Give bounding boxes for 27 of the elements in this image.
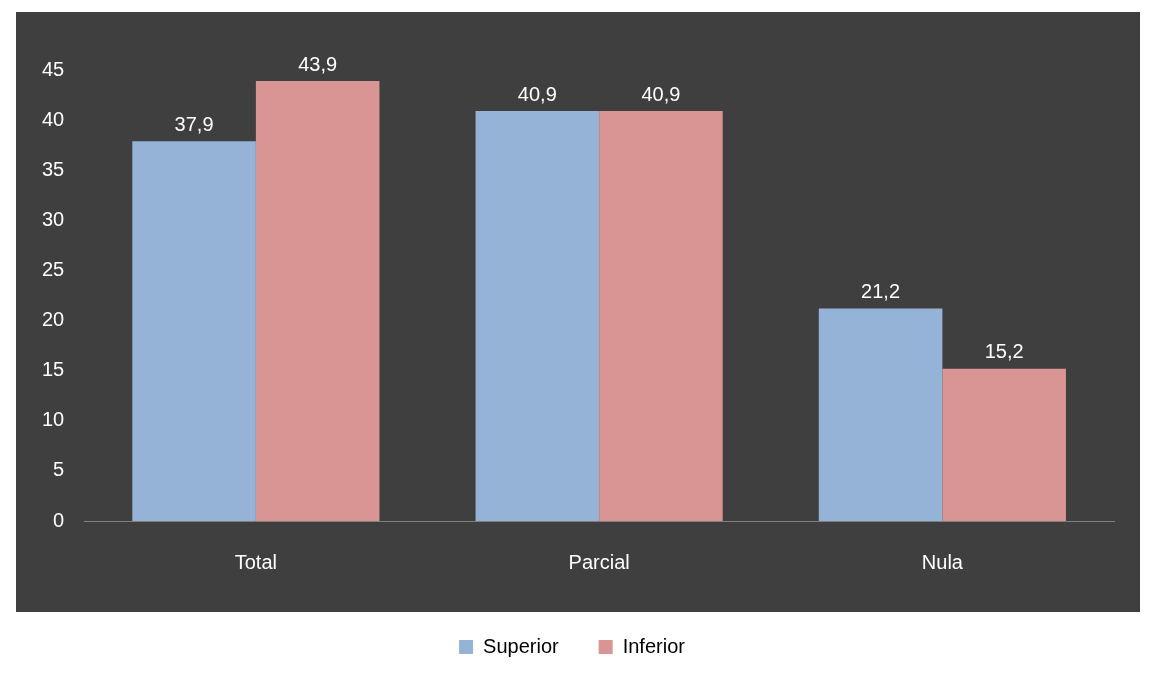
bar bbox=[255, 81, 380, 521]
y-tick-label: 45 bbox=[42, 57, 65, 80]
y-tick-label: 35 bbox=[42, 157, 65, 180]
x-tick-label: Total bbox=[234, 550, 277, 573]
y-tick-label: 0 bbox=[53, 508, 65, 531]
y-tick-label: 40 bbox=[42, 107, 65, 130]
y-tick-label: 25 bbox=[42, 257, 65, 280]
data-label: 43,9 bbox=[298, 52, 338, 75]
bar bbox=[599, 111, 723, 521]
legend-label: Superior bbox=[483, 634, 560, 657]
y-tick-label: 30 bbox=[42, 207, 65, 230]
data-label: 15,2 bbox=[984, 340, 1024, 363]
x-tick-label: Parcial bbox=[568, 550, 630, 573]
y-tick-label: 10 bbox=[42, 408, 65, 431]
y-tick-label: 20 bbox=[42, 308, 65, 331]
data-label: 40,9 bbox=[641, 82, 681, 105]
bar bbox=[942, 368, 1066, 521]
bar bbox=[132, 141, 256, 521]
legend-label: Inferior bbox=[622, 634, 686, 657]
data-label: 40,9 bbox=[517, 82, 557, 105]
y-tick-label: 5 bbox=[53, 458, 65, 481]
x-tick-label: Nula bbox=[921, 550, 964, 573]
bar bbox=[818, 308, 943, 521]
bar bbox=[475, 111, 600, 521]
data-label: 37,9 bbox=[174, 112, 214, 135]
y-tick-label: 15 bbox=[42, 358, 65, 381]
data-label: 21,2 bbox=[861, 280, 901, 303]
